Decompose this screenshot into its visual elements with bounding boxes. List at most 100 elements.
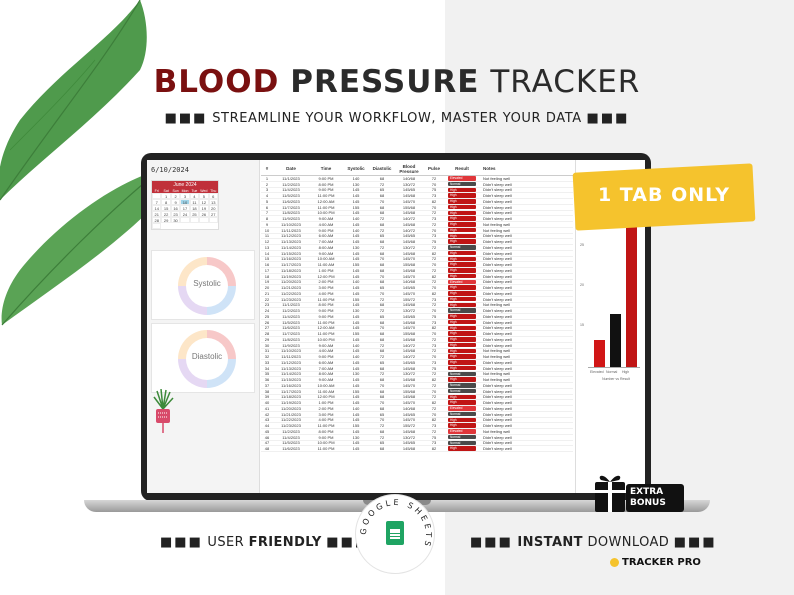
calendar-day[interactable]: 9 [170,199,181,205]
calendar-day[interactable]: 5 [199,193,209,199]
table-row[interactable]: 43 11/22/2023 4:00 PM 145 70 145/70 82 High Didn… [261,417,573,424]
result-dropdown[interactable]: High [448,331,476,336]
table-row[interactable]: 39 11/18/2023 12:00 PM 145 68 145/68 72 High Did… [261,394,573,401]
calendar-day[interactable]: 20 [208,205,218,211]
table-row[interactable]: 26 11/5/2023 11:00 PM 145 68 145/68 73 High Didn… [261,320,573,326]
table-row[interactable]: 30 11/9/2023 9:00 AM 140 72 140/72 73 High Didn'… [261,343,573,349]
result-dropdown[interactable]: High [448,222,476,227]
table-row[interactable]: 13 11/14/2023 8:00 AM 130 72 130/72 72 Normal Di… [261,245,573,251]
result-dropdown[interactable]: High [448,210,476,216]
table-row[interactable]: 11 11/12/2023 6:00 AM 145 65 145/65 73 High Didn… [261,233,573,240]
result-dropdown[interactable]: Elevated [448,406,476,411]
calendar-day[interactable]: 18 [189,205,200,211]
table-row[interactable]: 8 11/9/2023 9:00 AM 140 72 140/72 73 High Didn't… [261,216,573,222]
result-dropdown[interactable]: High [448,250,476,256]
calendar-day[interactable]: 8 [161,199,171,205]
calendar-day[interactable]: 28 [152,217,162,223]
result-dropdown[interactable]: High [448,325,476,331]
table-row[interactable]: 17 11/18/2023 1:00 PM 145 68 145/68 72 High Didn… [261,268,573,274]
result-dropdown[interactable]: High [448,354,476,359]
calendar-day[interactable]: 15 [161,205,171,211]
calendar-day[interactable] [180,217,190,223]
table-row[interactable]: 3 11/4/2023 9:00 PM 145 65 145/65 75 High Didn't… [261,187,573,194]
table-row[interactable]: 41 11/20/2023 2:00 PM 140 68 140/68 72 Elevated… [261,406,573,412]
table-row[interactable]: 36 11/15/2023 9:00 AM 145 68 145/68 82 High Not … [261,377,573,383]
result-dropdown[interactable]: High [448,233,476,239]
table-row[interactable]: 40 11/19/2023 1:00 PM 145 70 145/70 82 High Didn… [261,400,573,406]
result-dropdown[interactable]: High [448,342,476,348]
table-row[interactable]: 15 11/16/2023 10:00 AM 145 70 145/70 72 High Did… [261,256,573,263]
result-dropdown[interactable]: High [448,302,476,308]
result-dropdown[interactable]: High [448,239,476,244]
result-dropdown[interactable]: High [448,394,476,400]
table-row[interactable]: 42 11/21/2023 3:00 PM 145 65 145/65 70 Normal Di… [261,412,573,418]
result-dropdown[interactable]: High [448,365,476,371]
calendar-day[interactable]: 6 [208,193,218,199]
result-dropdown[interactable]: Normal [448,440,476,446]
result-dropdown[interactable]: High [448,227,476,233]
result-dropdown[interactable]: High [448,199,476,204]
calendar-day[interactable]: 2 [170,193,181,199]
table-row[interactable]: 48 11/6/2023 11:00 PM 145 68 145/68 82 High Didn… [261,446,573,452]
result-dropdown[interactable]: High [448,377,476,382]
result-dropdown[interactable]: Normal [448,181,476,187]
calendar-day[interactable]: 7 [152,199,162,205]
table-row[interactable]: 32 11/11/2023 9:00 PM 140 72 140/72 70 High Not … [261,354,573,360]
calendar-day[interactable]: 12 [199,199,209,205]
table-row[interactable]: 16 11/17/2023 11:00 AM 155 68 155/68 70 High Did… [261,262,573,268]
calendar-day[interactable]: 14 [152,205,162,211]
result-dropdown[interactable]: Normal [448,245,476,250]
calendar-day[interactable]: 26 [199,211,209,217]
result-dropdown[interactable]: High [448,360,476,365]
table-row[interactable]: 1 11/1/2023 9:00 PM 140 68 140/68 72 Elevated No… [261,176,573,182]
calendar-day[interactable] [199,217,209,223]
table-row[interactable]: 27 11/6/2023 12:00 AM 145 70 145/70 82 High Didn… [261,325,573,332]
result-dropdown[interactable]: High [448,216,476,221]
calendar-day[interactable]: 27 [208,211,218,217]
table-row[interactable]: 25 11/4/2023 9:00 PM 145 65 145/65 75 High Didn'… [261,314,573,320]
table-row[interactable]: 31 11/10/2023 4:00 AM 145 68 145/68 72 High Not … [261,348,573,355]
calendar-day[interactable]: 21 [152,211,162,217]
calendar-day[interactable]: 10 [180,199,190,205]
table-row[interactable]: 47 11/5/2023 10:00 PM 145 65 145/65 73 Normal Di… [261,440,573,447]
table-row[interactable]: 9 11/10/2023 4:00 AM 145 68 145/68 72 High Not f… [261,222,573,228]
result-dropdown[interactable]: Normal [448,308,476,313]
result-dropdown[interactable]: High [448,268,476,273]
table-row[interactable]: 19 11/20/2023 2:00 PM 140 68 140/68 72 Elevated… [261,279,573,286]
table-row[interactable]: 24 11/2/2023 9:00 PM 130 72 130/72 70 Normal Did… [261,308,573,314]
table-row[interactable]: 38 11/17/2023 11:00 AM 155 68 155/68 70 Normal D… [261,389,573,395]
result-dropdown[interactable]: High [448,296,476,302]
result-dropdown[interactable]: Elevated [448,279,476,285]
table-row[interactable]: 28 11/7/2023 11:00 PM 155 68 155/68 70 High Didn… [261,331,573,337]
calendar-day[interactable] [152,193,162,199]
calendar-day[interactable]: 22 [161,211,171,217]
result-dropdown[interactable]: High [448,400,476,405]
result-dropdown[interactable]: High [448,256,476,262]
calendar-day[interactable]: 11 [189,199,200,205]
table-row[interactable]: 12 11/13/2023 7:00 AM 145 68 145/68 75 High Didn… [261,239,573,245]
table-row[interactable]: 2 11/2/2023 8:00 PM 130 72 130/72 70 Normal Didn… [261,182,573,188]
calendar-day[interactable]: 4 [189,193,200,199]
calendar-day[interactable]: 29 [161,217,171,223]
calendar-day[interactable]: 16 [170,205,181,211]
calendar-day[interactable] [152,223,162,229]
table-row[interactable]: 14 11/15/2023 9:00 AM 145 68 145/68 82 High Didn… [261,251,573,257]
result-dropdown[interactable]: High [448,273,476,279]
table-row[interactable]: 4 11/5/2023 11:00 PM 145 68 145/68 73 High Didn'… [261,193,573,199]
table-row[interactable]: 33 11/12/2023 6:00 AM 145 65 145/65 73 High Didn… [261,360,573,366]
table-row[interactable]: 45 11/2/2023 8:00 PM 145 68 145/68 72 Elevated N… [261,429,573,435]
calendar-day[interactable]: 19 [199,205,209,211]
result-dropdown[interactable]: High [448,423,476,428]
result-dropdown[interactable]: High [448,285,476,290]
result-dropdown[interactable]: Normal [448,411,476,417]
calendar-day[interactable]: 1 [161,193,171,199]
result-dropdown[interactable]: High [448,291,476,296]
calendar-day[interactable]: 30 [170,217,181,223]
result-dropdown[interactable]: High [448,446,476,451]
table-row[interactable]: 18 11/19/2023 12:00 PM 145 70 145/70 82 High Did… [261,274,573,280]
result-dropdown[interactable]: High [448,193,476,198]
result-dropdown[interactable]: Elevated [448,176,476,181]
result-dropdown[interactable]: Normal [448,434,476,440]
calendar-day[interactable]: 13 [208,199,218,205]
table-row[interactable]: 37 11/16/2023 10:00 AM 145 70 145/70 72 Normal D… [261,383,573,389]
